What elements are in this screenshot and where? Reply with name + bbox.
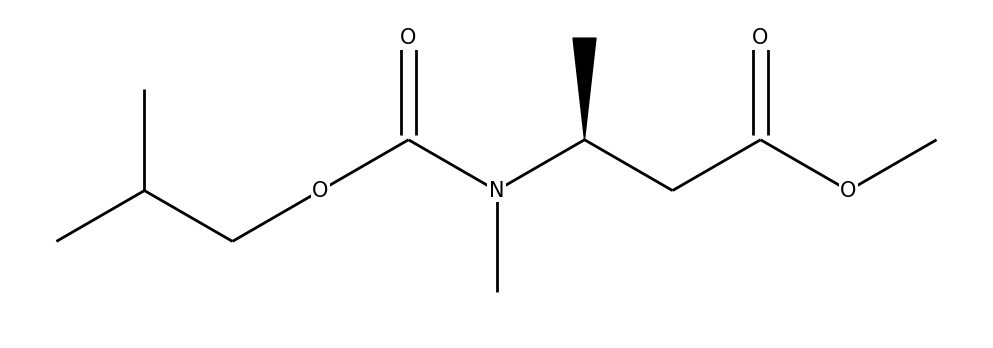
Text: O: O bbox=[400, 28, 417, 48]
Text: O: O bbox=[840, 181, 857, 200]
Text: O: O bbox=[312, 181, 329, 200]
Polygon shape bbox=[573, 38, 596, 140]
Text: N: N bbox=[489, 181, 504, 200]
Text: O: O bbox=[753, 28, 769, 48]
